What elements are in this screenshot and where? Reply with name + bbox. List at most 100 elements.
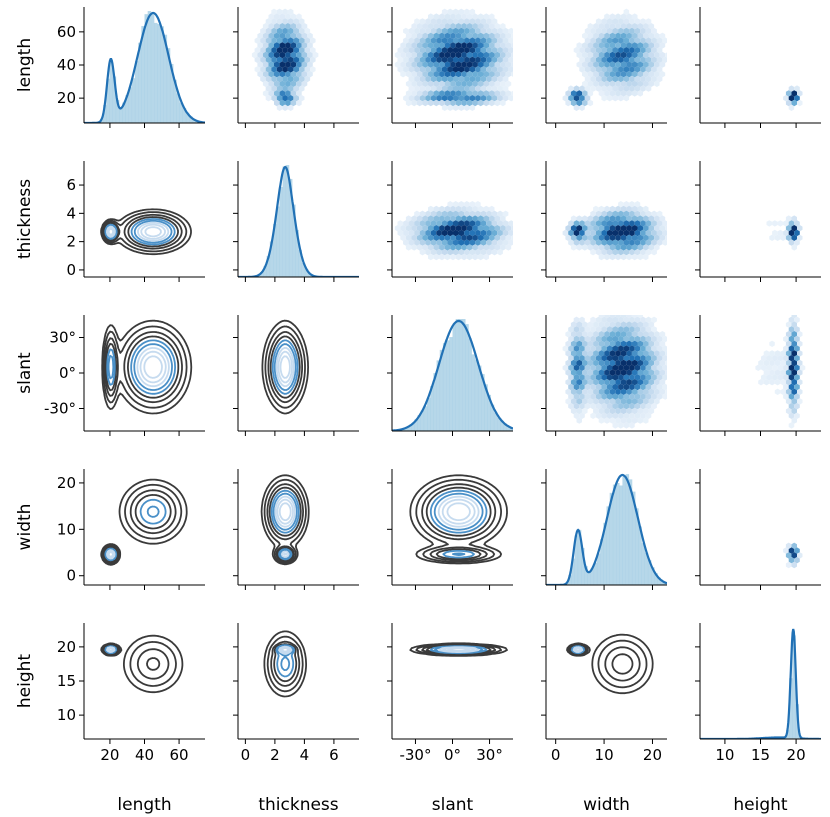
hexbin-cell: [780, 359, 786, 367]
hexbin-cell: [439, 90, 445, 97]
hexbin-cell: [475, 56, 481, 63]
hexbin-cell: [791, 379, 797, 386]
hexbin-cell: [631, 244, 638, 251]
hexbin-cell: [654, 225, 660, 232]
hexbin-cell: [590, 229, 596, 237]
hexbin-cell: [271, 56, 277, 63]
cell-width-height: [695, 469, 821, 590]
kde-contour: [260, 474, 310, 566]
hexbin-cell: [458, 56, 465, 63]
hexbin-cell: [472, 51, 478, 59]
hexbin-cell: [285, 80, 291, 87]
cell-thickness-thickness: [233, 161, 359, 282]
hist-bar: [288, 178, 293, 277]
hexbin-cell: [464, 95, 470, 102]
hexbin-cell: [618, 229, 624, 237]
hexbin-cell: [414, 229, 420, 237]
hexbin-cell: [483, 244, 489, 251]
hexbin-cell: [590, 355, 596, 362]
hexbin-cell: [472, 99, 478, 107]
hexbin-cell: [483, 253, 489, 261]
hexbin-cell: [483, 61, 489, 68]
hexbin-cell: [609, 253, 616, 261]
hexbin-cell: [774, 379, 781, 386]
hexbin-cell: [469, 249, 476, 256]
hist-bar: [625, 474, 630, 585]
y-tick-label: 4: [66, 204, 76, 222]
hexbin-cell: [301, 80, 308, 87]
hexbin-cell: [472, 80, 478, 87]
hexbin-cell: [268, 61, 274, 68]
hexbin-cell: [791, 340, 797, 347]
hexbin-cell: [411, 71, 417, 78]
hexbin-cell: [637, 42, 643, 49]
hexbin-cell: [582, 359, 588, 367]
hexbin-cell: [601, 220, 607, 227]
hexbin-cell: [584, 364, 591, 371]
x-axis-label-height: height: [733, 795, 788, 815]
hexbin-cell: [419, 37, 426, 44]
hexbin-cell: [640, 18, 646, 25]
hexbin-cell: [607, 18, 613, 25]
hexbin-cell: [598, 42, 605, 49]
hexbin-cell: [620, 71, 627, 78]
hexbin-cell: [447, 75, 453, 83]
hexbin-cell: [656, 355, 663, 362]
hist-bar: [500, 420, 504, 431]
hexbin-cell: [620, 359, 627, 367]
hexbin-cell: [439, 42, 445, 49]
hexbin-cell: [665, 235, 667, 241]
hexbin-cell: [433, 253, 440, 261]
hexbin-cell: [631, 225, 638, 232]
hexbin-cell: [254, 47, 261, 54]
kde-contour: [107, 551, 114, 558]
hexbin-cell: [656, 345, 663, 352]
hexbin-cell: [416, 244, 423, 251]
hexbin-cell: [618, 201, 624, 208]
hexbin-cell: [573, 355, 580, 362]
hexbin-cell: [607, 316, 613, 323]
kde-contour: [446, 647, 471, 652]
hexbin-cell: [274, 23, 280, 30]
cell-length-height: [695, 7, 821, 128]
hexbin-cell: [472, 32, 478, 39]
hexbin-cell: [568, 374, 574, 381]
hexbin-cell: [763, 369, 770, 376]
hexbin-cell: [620, 388, 627, 395]
hexbin-cell: [618, 393, 624, 400]
hexbin-cell: [656, 364, 663, 371]
hexbin-cell: [595, 18, 602, 25]
hexbin-cell: [444, 253, 451, 261]
hexbin-cell: [609, 225, 616, 232]
hexbin-cell: [458, 27, 465, 35]
hexbin-cell: [797, 331, 803, 338]
hexbin-cell: [254, 66, 261, 73]
hexbin-cell: [604, 331, 610, 338]
hexbin-cell: [464, 75, 470, 83]
cell-length-thickness: [233, 7, 359, 128]
hexbin-cell: [615, 225, 621, 232]
hexbin-cell: [419, 210, 426, 217]
hexbin-cell: [508, 229, 513, 237]
hexbin-cell: [772, 364, 778, 371]
hexbin-cell: [584, 403, 591, 410]
hexbin-cell: [780, 379, 786, 386]
hexbin-cell: [477, 32, 484, 39]
hexbin-cell: [565, 359, 571, 367]
hist-bar: [497, 417, 501, 431]
hexbin-cell: [626, 205, 632, 213]
hexbin-cell: [436, 18, 442, 25]
hexbin-cell: [620, 417, 627, 424]
cell-width-thickness: [233, 469, 359, 590]
hexbin-cell: [593, 407, 599, 415]
hexbin-cell: [590, 47, 596, 54]
hexbin-cell: [458, 220, 465, 227]
hexbin-cell: [480, 85, 487, 92]
hexbin-cell: [791, 244, 797, 251]
hexbin-cell: [260, 37, 266, 44]
hexbin-cell: [497, 37, 503, 44]
hexbin-cell: [598, 90, 605, 97]
hexbin-cell: [299, 85, 305, 92]
hexbin-cell: [461, 80, 467, 87]
hexbin-cell: [785, 331, 792, 338]
